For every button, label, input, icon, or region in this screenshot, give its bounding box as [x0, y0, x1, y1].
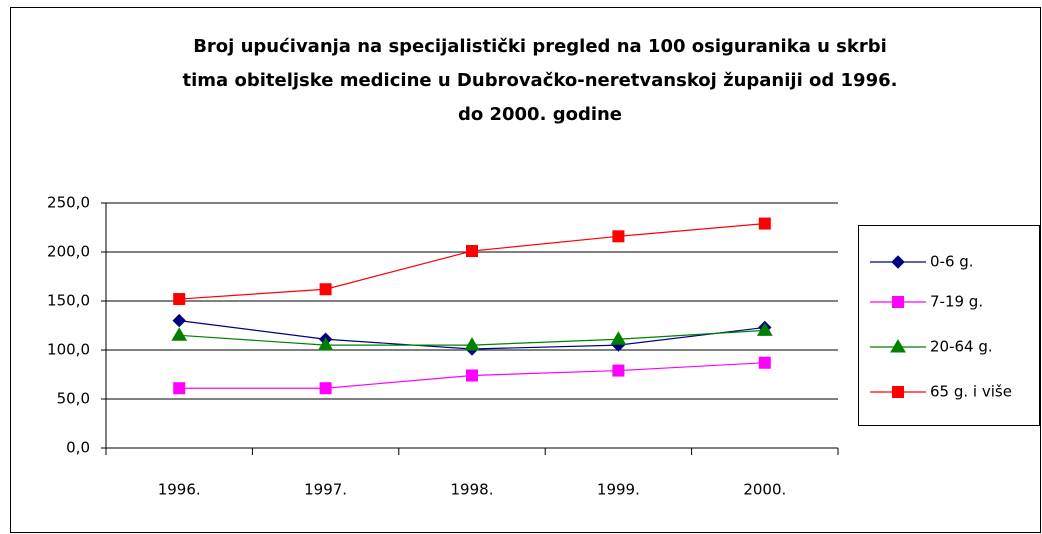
data-point: [319, 283, 332, 296]
y-tick-label: 100,0: [47, 341, 90, 359]
y-tick-label: 0,0: [66, 439, 90, 457]
chart-title: Broj upućivanja na specijalistički pregl…: [193, 36, 887, 57]
chart-title: tima obiteljske medicine u Dubrovačko-ne…: [183, 70, 898, 91]
legend-marker: [890, 339, 906, 353]
y-tick-label: 50,0: [57, 390, 90, 408]
data-point: [319, 382, 332, 395]
x-tick-label: 1999.: [597, 481, 640, 499]
data-point: [758, 217, 771, 230]
y-tick-label: 150,0: [47, 292, 90, 310]
data-point: [466, 369, 478, 382]
y-tick-label: 250,0: [47, 194, 90, 212]
data-point: [756, 322, 773, 336]
data-point: [173, 382, 186, 395]
x-tick-label: 1997.: [304, 481, 347, 499]
data-point: [464, 337, 480, 351]
legend-label: 20-64 g.: [930, 338, 993, 356]
legend-marker: [892, 296, 904, 308]
data-point: [610, 331, 627, 345]
data-point: [172, 313, 186, 328]
legend-label: 7-19 g.: [930, 293, 983, 311]
y-tick-label: 200,0: [47, 243, 90, 261]
data-point: [171, 327, 188, 341]
data-point: [612, 364, 625, 377]
x-tick-label: 1998.: [451, 481, 494, 499]
legend-marker: [891, 255, 905, 269]
legend-label: 0-6 g.: [930, 253, 974, 271]
x-tick-label: 2000.: [743, 481, 786, 499]
chart-title: do 2000. godine: [458, 104, 622, 125]
legend-marker: [892, 386, 904, 398]
data-point: [466, 245, 478, 258]
data-point: [758, 356, 771, 369]
data-point: [173, 293, 186, 306]
x-tick-label: 1996.: [158, 481, 201, 499]
data-point: [612, 230, 625, 243]
legend-label: 65 g. i više: [930, 383, 1012, 401]
data-point: [317, 337, 334, 351]
